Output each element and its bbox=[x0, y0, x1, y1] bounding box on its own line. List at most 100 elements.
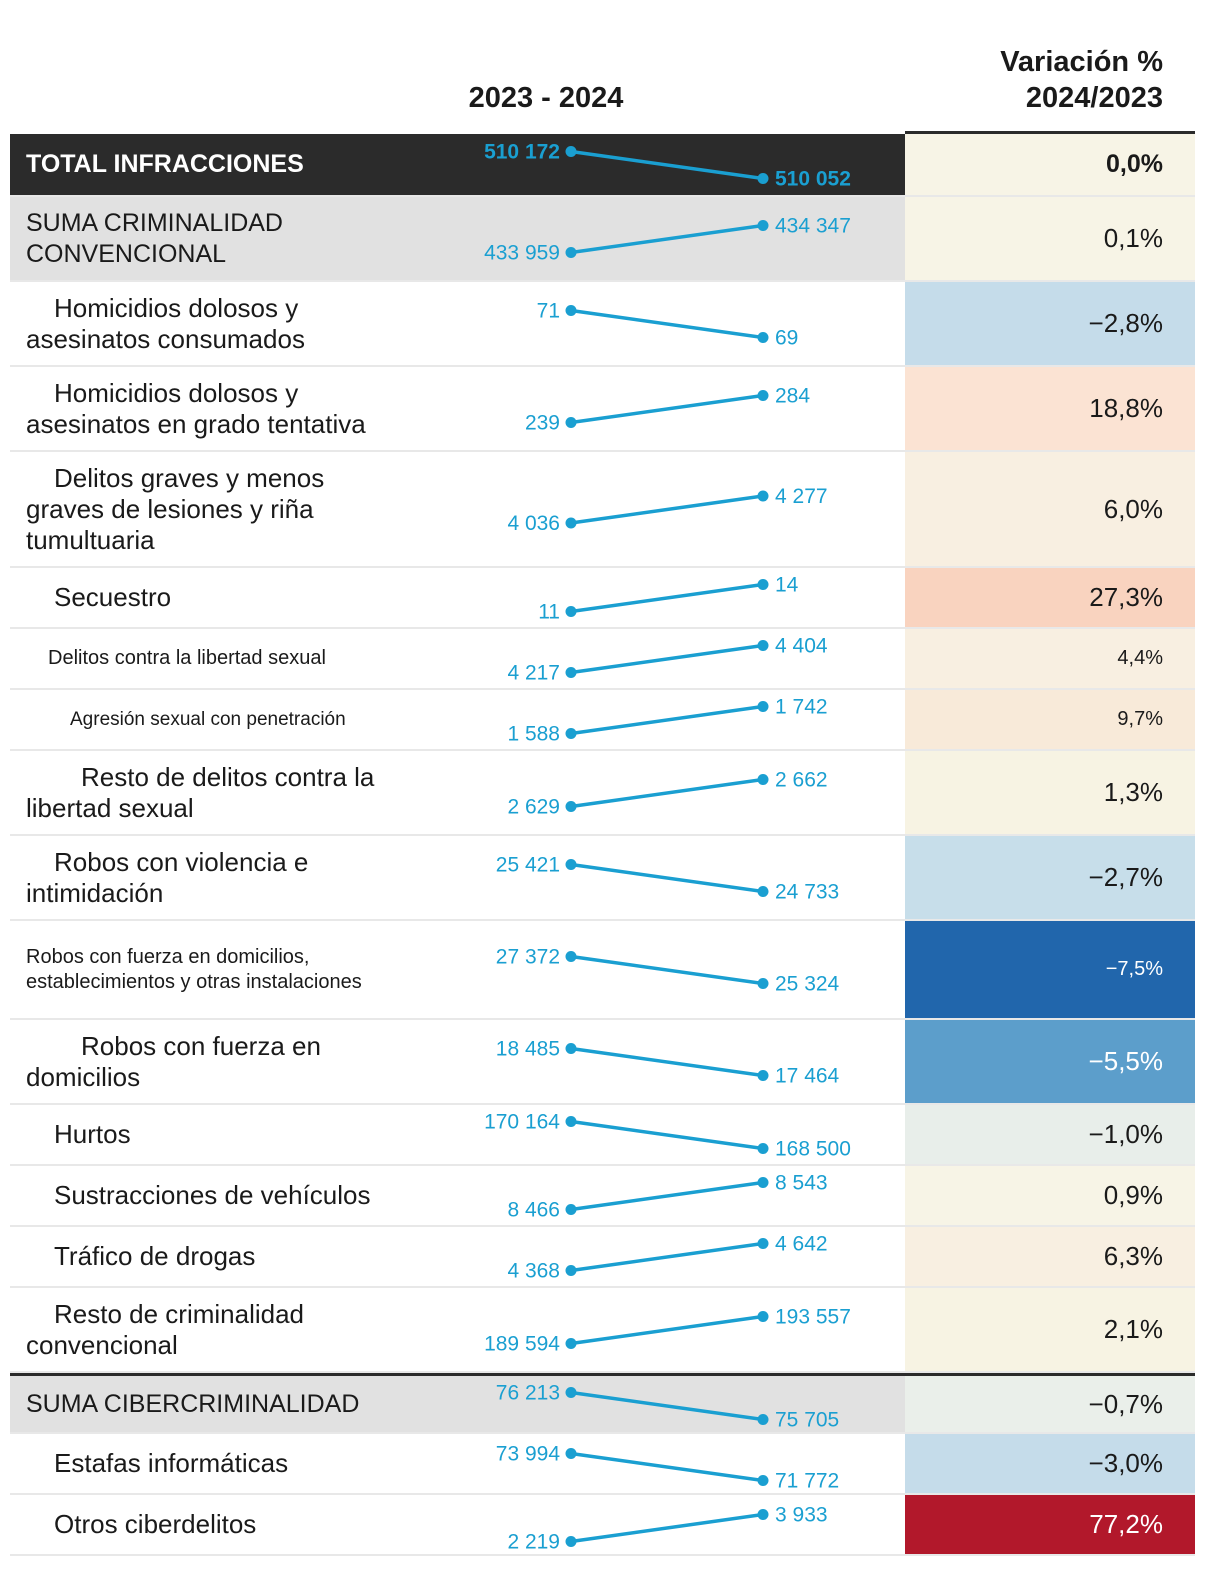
slope-line bbox=[570, 862, 764, 894]
variation-cell: 27,3% bbox=[905, 568, 1195, 627]
row-label: Secuestro bbox=[54, 582, 172, 612]
slope-sustracciones-vehiculos: 8 466 8 543 bbox=[507, 1172, 827, 1222]
value-2023-label: 2 629 bbox=[507, 796, 560, 819]
variation-cell: 0,9% bbox=[905, 1166, 1195, 1225]
variation-cell: 2,1% bbox=[905, 1288, 1195, 1371]
value-2024-label: 71 772 bbox=[775, 1470, 839, 1493]
value-2023-label: 239 bbox=[525, 412, 560, 435]
slope-line bbox=[570, 1390, 764, 1422]
row-label-cell: Robos con violencia e intimidación bbox=[10, 836, 905, 919]
row-resto-libertad-sexual: Resto de delitos contra la libertad sexu… bbox=[10, 751, 1195, 836]
point-2023 bbox=[565, 247, 577, 258]
value-2023-label: 170 164 bbox=[484, 1111, 560, 1134]
row-label-cell: Robos con fuerza en domicilios, establec… bbox=[10, 921, 905, 1018]
point-2023 bbox=[565, 517, 577, 529]
row-label: SUMA CRIMINALIDAD CONVENCIONAL bbox=[26, 208, 283, 268]
variation-cell: −1,0% bbox=[905, 1105, 1195, 1164]
row-label: Delitos contra la libertad sexual bbox=[48, 647, 326, 669]
slope-line bbox=[570, 308, 764, 340]
slope-agresion-penetracion: 1 588 1 742 bbox=[507, 696, 827, 746]
slope-suma-cibercriminalidad: 76 213 75 705 bbox=[496, 1382, 839, 1432]
value-2023-label: 18 485 bbox=[496, 1038, 560, 1061]
value-2024-label: 193 557 bbox=[775, 1306, 851, 1329]
variation-cell: 6,3% bbox=[905, 1227, 1195, 1286]
point-2024 bbox=[757, 1475, 769, 1486]
slope-total-infracciones: 510 172 510 052 bbox=[484, 141, 851, 191]
row-total-infracciones: TOTAL INFRACCIONES 0,0% bbox=[10, 134, 1195, 197]
row-label: Homicidios dolosos y asesinatos consumad… bbox=[26, 292, 305, 354]
slope-homicidios-consumados: 71 69 bbox=[537, 300, 799, 350]
slope-line bbox=[570, 1046, 764, 1078]
slope-line bbox=[570, 954, 764, 986]
slope-line bbox=[570, 149, 764, 181]
row-label: Robos con fuerza en domicilios, establec… bbox=[26, 945, 362, 993]
variation-cell: 1,3% bbox=[905, 751, 1195, 834]
variation-header: Variación % 2024/2023 bbox=[905, 44, 1163, 116]
point-2023 bbox=[565, 146, 577, 157]
point-2024 bbox=[757, 1414, 769, 1425]
slope-line bbox=[570, 643, 764, 675]
slope-line bbox=[570, 1451, 764, 1483]
row-homicidios-tentativa: Homicidios dolosos y asesinatos en grado… bbox=[10, 367, 1195, 452]
point-2023 bbox=[565, 1265, 577, 1276]
row-robos-fuerza-domicilios: Robos con fuerza en domicilios −5,5% bbox=[10, 1020, 1195, 1105]
row-libertad-sexual: Delitos contra la libertad sexual 4,4% bbox=[10, 629, 1195, 690]
slope-suma-criminalidad-convencional: 433 959 434 347 bbox=[484, 215, 851, 265]
row-agresion-penetracion: Agresión sexual con penetración 9,7% bbox=[10, 690, 1195, 751]
value-2023-label: 189 594 bbox=[484, 1333, 560, 1356]
value-2024-label: 4 277 bbox=[775, 485, 828, 508]
value-2023-label: 25 421 bbox=[496, 854, 560, 877]
slope-resto-libertad-sexual: 2 629 2 662 bbox=[507, 769, 827, 819]
point-2023 bbox=[565, 1448, 577, 1459]
value-2024-label: 14 bbox=[775, 574, 799, 597]
crime-table: TOTAL INFRACCIONES 0,0% SUMA CRIMINALIDAD … bbox=[10, 134, 1195, 1556]
row-label: Estafas informáticas bbox=[54, 1448, 289, 1478]
value-2024-label: 17 464 bbox=[775, 1065, 840, 1088]
value-2023-label: 2 219 bbox=[507, 1531, 560, 1554]
row-label-cell: Robos con fuerza en domicilios bbox=[10, 1020, 905, 1103]
point-2024 bbox=[757, 490, 769, 502]
row-robos-fuerza-instalaciones: Robos con fuerza en domicilios, establec… bbox=[10, 921, 1195, 1020]
point-2024 bbox=[757, 1070, 769, 1081]
header-rule bbox=[905, 131, 1195, 134]
point-2024 bbox=[757, 701, 769, 712]
point-2023 bbox=[565, 1536, 577, 1547]
slope-line bbox=[570, 1241, 764, 1273]
row-suma-criminalidad-convencional: SUMA CRIMINALIDAD CONVENCIONAL 0,1% bbox=[10, 197, 1195, 282]
point-2024 bbox=[757, 173, 769, 184]
point-2024 bbox=[757, 1177, 769, 1188]
variation-cell: 18,8% bbox=[905, 367, 1195, 450]
slope-line bbox=[570, 1180, 764, 1212]
row-label: SUMA CIBERCRIMINALIDAD bbox=[26, 1389, 360, 1418]
value-2024-label: 284 bbox=[775, 385, 810, 408]
point-2024 bbox=[757, 774, 769, 785]
row-trafico-drogas: Tráfico de drogas 6,3% bbox=[10, 1227, 1195, 1288]
value-2023-label: 1 588 bbox=[507, 723, 560, 746]
value-2024-label: 2 662 bbox=[775, 769, 828, 792]
row-label: Hurtos bbox=[54, 1119, 131, 1149]
row-label-cell: Hurtos bbox=[10, 1105, 905, 1164]
point-2024 bbox=[757, 978, 769, 989]
slope-line bbox=[570, 393, 764, 425]
slope-robos-violencia: 25 421 24 733 bbox=[496, 854, 839, 904]
row-label-cell: Delitos contra la libertad sexual bbox=[10, 629, 905, 688]
row-label-cell: Secuestro bbox=[10, 568, 905, 627]
value-2023-label: 71 bbox=[537, 300, 560, 323]
row-label-cell: Tráfico de drogas bbox=[10, 1227, 905, 1286]
slope-line bbox=[570, 582, 764, 614]
value-2024-label: 3 933 bbox=[775, 1504, 828, 1527]
value-2023-label: 27 372 bbox=[496, 946, 560, 969]
row-label-cell: TOTAL INFRACCIONES bbox=[10, 134, 905, 195]
row-label-cell: Agresión sexual con penetración bbox=[10, 690, 905, 749]
row-label-cell: Otros ciberdelitos bbox=[10, 1495, 905, 1554]
row-hurtos: Hurtos −1,0% bbox=[10, 1105, 1195, 1166]
point-2023 bbox=[565, 801, 577, 812]
variation-header-line2: 2024/2023 bbox=[1025, 82, 1163, 114]
slope-line bbox=[570, 777, 764, 809]
value-2024-label: 510 052 bbox=[775, 168, 851, 191]
point-2023 bbox=[565, 305, 577, 316]
value-2024-label: 8 543 bbox=[775, 1172, 828, 1195]
row-robos-violencia: Robos con violencia e intimidación −2,7% bbox=[10, 836, 1195, 921]
point-2023 bbox=[565, 1204, 577, 1215]
